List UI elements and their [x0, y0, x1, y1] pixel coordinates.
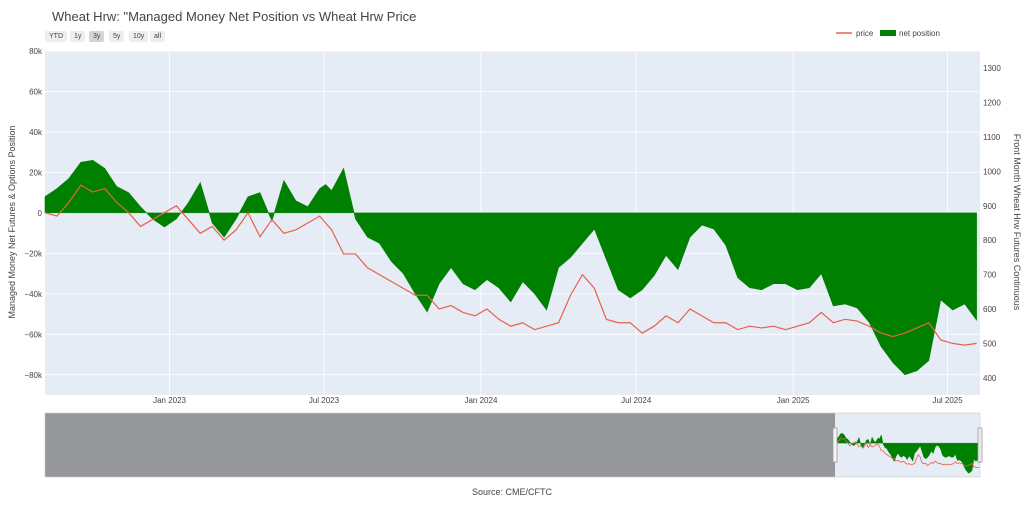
right-tick-label: 800 [983, 236, 997, 245]
range-slider-area [834, 433, 980, 474]
range-button-ytd[interactable]: YTD [45, 31, 67, 42]
right-tick-label: 1100 [983, 133, 1001, 142]
right-tick-label: 600 [983, 305, 997, 314]
legend-net-position-label[interactable]: net position [899, 29, 940, 38]
mini-net-position-area [834, 433, 980, 474]
range-slider-mask[interactable] [45, 413, 835, 477]
left-axis-label: Managed Money Net Futures & Options Posi… [7, 125, 17, 318]
right-axis-ticks: 1300 1200 1100 1000 900 800 700 600 500 400 [983, 64, 1001, 383]
range-slider-border [44, 412, 981, 478]
left-axis-ticks: 80k 60k 40k 20k 0 −20k −40k −60k −80k [24, 47, 43, 380]
left-tick-label: −80k [24, 371, 43, 380]
x-tick-label: Jan 2023 [153, 396, 186, 405]
left-tick-label: −20k [24, 249, 43, 258]
left-tick-label: 20k [29, 168, 43, 177]
right-axis-label: Front Month Wheat Hrw Futures Continuous [1012, 134, 1022, 311]
range-button-10y[interactable]: 10y [129, 31, 149, 42]
right-tick-label: 500 [983, 339, 997, 348]
range-button-3y[interactable]: 3y [89, 31, 105, 42]
x-axis-ticks: Jan 2023 Jul 2023 Jan 2024 Jul 2024 Jan 2025… [153, 396, 963, 405]
x-tick-label: Jul 2024 [621, 396, 652, 405]
right-tick-label: 400 [983, 374, 997, 383]
source-text: Source: CME/CFTC [472, 487, 553, 497]
left-tick-label: −60k [24, 330, 43, 339]
net-position-area-layer [44, 159, 977, 376]
left-tick-label: 60k [29, 87, 43, 96]
price-line [44, 184, 977, 346]
right-tick-label: 700 [983, 271, 997, 280]
legend-price-label[interactable]: price [856, 29, 874, 38]
range-slider[interactable] [44, 412, 983, 478]
legend-net-position-swatch[interactable] [880, 30, 896, 36]
right-tick-label: 1300 [983, 64, 1001, 73]
left-tick-label: 80k [29, 47, 43, 56]
x-tick-label: Jul 2023 [309, 396, 340, 405]
left-tick-label: 40k [29, 128, 43, 137]
mini-price-line [834, 437, 980, 469]
right-tick-label: 1200 [983, 99, 1001, 108]
range-button-5y[interactable]: 5y [109, 31, 125, 42]
range-slider-line [834, 437, 980, 469]
range-button-1y[interactable]: 1y [70, 31, 86, 42]
legend: price net position [836, 29, 940, 38]
chart-title: Wheat Hrw: "Managed Money Net Position v… [52, 9, 416, 24]
range-button-all[interactable]: all [150, 31, 166, 42]
x-tick-label: Jan 2024 [464, 396, 497, 405]
price-line-layer [44, 184, 977, 346]
x-tick-label: Jul 2025 [932, 396, 963, 405]
left-tick-label: −40k [24, 290, 43, 299]
left-tick-label: 0 [38, 209, 43, 218]
right-tick-label: 1000 [983, 167, 1001, 176]
x-tick-label: Jan 2025 [777, 396, 810, 405]
net-position-area [44, 159, 977, 376]
right-tick-label: 900 [983, 202, 997, 211]
range-slider-left-handle[interactable] [832, 427, 838, 463]
